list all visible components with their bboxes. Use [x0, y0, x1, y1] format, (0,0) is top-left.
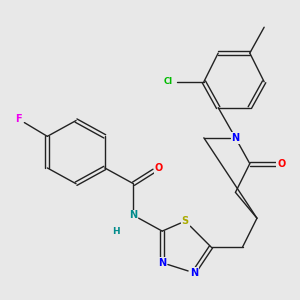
Text: O: O	[154, 163, 163, 173]
Text: O: O	[277, 159, 286, 169]
Text: F: F	[15, 114, 22, 124]
Text: N: N	[190, 268, 198, 278]
Text: N: N	[231, 133, 239, 143]
Text: H: H	[112, 226, 120, 236]
Text: Cl: Cl	[164, 77, 172, 86]
Text: N: N	[158, 258, 166, 268]
Text: N: N	[129, 210, 138, 220]
Text: S: S	[182, 216, 189, 226]
